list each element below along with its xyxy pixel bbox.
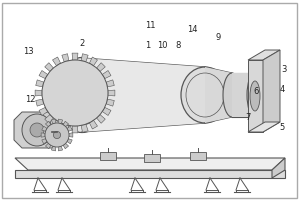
Ellipse shape <box>56 58 108 132</box>
Text: 9: 9 <box>215 32 220 42</box>
Text: 14: 14 <box>187 25 197 34</box>
Polygon shape <box>263 50 280 132</box>
Polygon shape <box>106 80 114 87</box>
Polygon shape <box>45 121 51 127</box>
Bar <box>190 152 206 160</box>
Polygon shape <box>45 115 53 123</box>
Polygon shape <box>82 58 205 132</box>
Polygon shape <box>51 119 56 124</box>
Polygon shape <box>102 71 111 79</box>
Ellipse shape <box>30 123 44 137</box>
Polygon shape <box>41 133 45 137</box>
Ellipse shape <box>45 123 69 147</box>
Polygon shape <box>232 73 255 117</box>
Polygon shape <box>51 146 56 151</box>
Polygon shape <box>52 120 61 129</box>
Polygon shape <box>52 57 61 66</box>
Bar <box>100 152 116 160</box>
Polygon shape <box>62 124 69 132</box>
Polygon shape <box>81 54 88 62</box>
Polygon shape <box>42 126 47 131</box>
Ellipse shape <box>53 131 61 139</box>
Polygon shape <box>39 107 48 115</box>
Polygon shape <box>72 53 78 60</box>
Text: 12: 12 <box>25 96 35 104</box>
Polygon shape <box>106 99 114 106</box>
Ellipse shape <box>247 73 263 117</box>
Polygon shape <box>248 50 280 60</box>
Polygon shape <box>35 90 42 96</box>
Polygon shape <box>97 115 105 123</box>
Polygon shape <box>72 126 78 133</box>
Polygon shape <box>102 107 111 115</box>
Polygon shape <box>14 112 60 148</box>
Polygon shape <box>205 67 232 123</box>
Polygon shape <box>108 90 115 96</box>
Text: 1: 1 <box>146 40 151 49</box>
Ellipse shape <box>42 60 108 126</box>
Polygon shape <box>248 122 280 132</box>
Polygon shape <box>15 170 285 178</box>
Polygon shape <box>63 121 69 127</box>
Polygon shape <box>67 139 72 144</box>
Text: 6: 6 <box>253 88 259 97</box>
Text: 3: 3 <box>281 66 287 74</box>
Ellipse shape <box>181 67 229 123</box>
Text: 2: 2 <box>80 38 85 47</box>
Ellipse shape <box>22 114 52 146</box>
Polygon shape <box>42 139 47 144</box>
Ellipse shape <box>223 73 241 117</box>
Polygon shape <box>89 57 98 66</box>
Text: 10: 10 <box>157 40 167 49</box>
Polygon shape <box>62 54 69 62</box>
Polygon shape <box>248 60 263 132</box>
Polygon shape <box>272 158 285 178</box>
Polygon shape <box>39 71 48 79</box>
Polygon shape <box>36 99 44 106</box>
Polygon shape <box>89 120 98 129</box>
Polygon shape <box>15 158 285 170</box>
Text: 4: 4 <box>279 86 285 95</box>
Text: 5: 5 <box>279 123 285 132</box>
Polygon shape <box>81 124 88 132</box>
Text: 7: 7 <box>245 114 251 122</box>
Ellipse shape <box>250 81 260 109</box>
Text: 11: 11 <box>145 21 155 29</box>
Polygon shape <box>36 80 44 87</box>
Polygon shape <box>69 133 73 137</box>
Polygon shape <box>45 143 51 149</box>
Polygon shape <box>45 63 53 71</box>
Polygon shape <box>67 126 72 131</box>
Text: 8: 8 <box>175 40 181 49</box>
Polygon shape <box>58 119 63 124</box>
Ellipse shape <box>250 81 260 111</box>
Polygon shape <box>58 146 63 151</box>
Polygon shape <box>97 63 105 71</box>
Bar <box>144 154 160 162</box>
Polygon shape <box>63 143 69 149</box>
Text: 13: 13 <box>23 47 33 56</box>
